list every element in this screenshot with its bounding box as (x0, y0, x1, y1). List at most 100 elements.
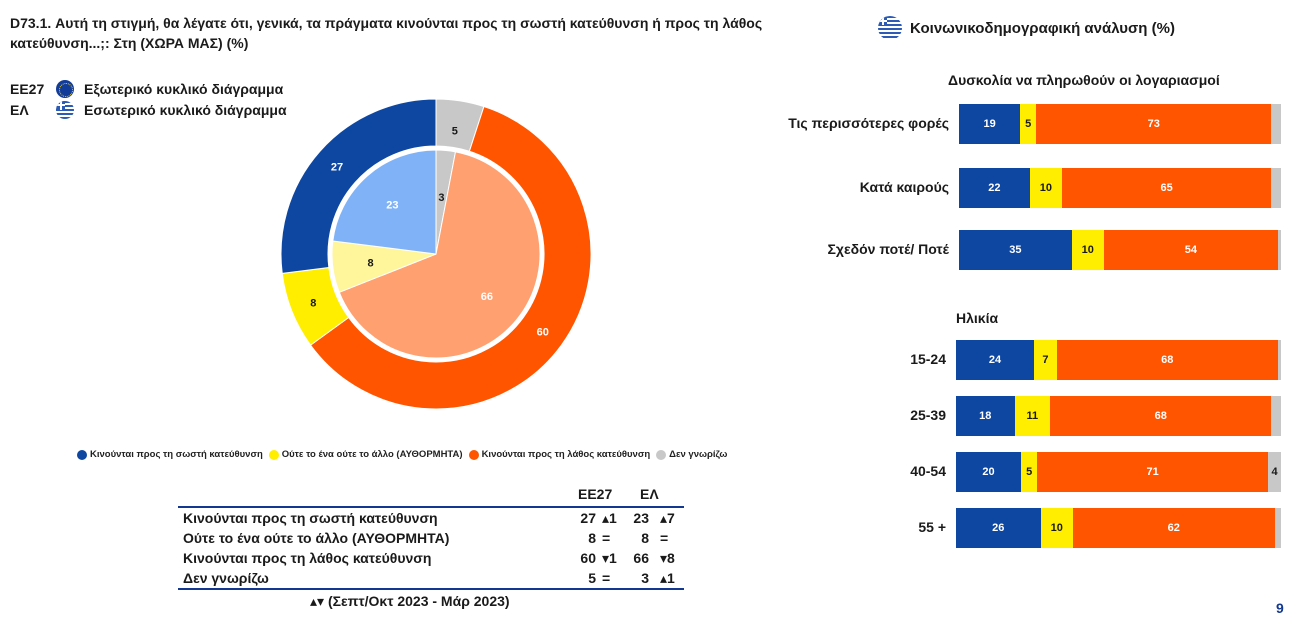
stacked-bar: 19 5 73 (959, 104, 1281, 144)
bar-segment-2: 71 (1037, 452, 1268, 492)
question-title: D73.1. Αυτή τη στιγμή, θα λέγατε ότι, γε… (10, 15, 763, 51)
breakdown-header-text: Κοινωνικοδημογραφική ανάλυση (%) (910, 19, 1175, 37)
stacked-bar: 35 10 54 (959, 230, 1281, 270)
page-number: 9 (1276, 600, 1284, 616)
age-section-title: Ηλικία (956, 310, 999, 326)
bar-segment-0: 24 (956, 340, 1034, 380)
legend-dot-dk (656, 449, 667, 460)
stacked-bar: 26 10 62 (956, 508, 1281, 548)
eu-value: 27 (580, 510, 596, 526)
stacked-bar: 18 11 68 (956, 396, 1281, 436)
bar-segment-0: 18 (956, 396, 1015, 436)
legend-item-dk: Δεν γνωρίζω (656, 449, 727, 460)
outer-slice-label-0: 27 (331, 162, 343, 174)
outer-slice-label-2: 60 (537, 327, 549, 339)
legend-label: Κινούνται προς τη σωστή κατεύθυνση (90, 449, 263, 460)
outer-slice-0 (280, 98, 437, 274)
table-row: Δεν γνωρίζω 5 = 3 ▴1 (178, 568, 684, 588)
eu-change: ▾1 (602, 550, 617, 566)
table-row: Ούτε το ένα ούτε το άλλο (ΑΥΘΟΡΜΗΤΑ) 8 = 8 = (178, 528, 684, 548)
legend-inner: ΕΛ Εσωτερικό κυκλικό διάγραμμα (10, 99, 287, 120)
eu-value: 60 (580, 550, 596, 566)
table-bottom-rule (178, 588, 684, 590)
gr-change: ▴7 (660, 510, 675, 526)
bar-segment-0: 20 (956, 452, 1021, 492)
legend-item-neither: Ούτε το ένα ούτε το άλλο (ΑΥΘΟΡΜΗΤΑ) (268, 449, 463, 460)
row-label: Δεν γνωρίζω (183, 570, 269, 586)
col-eu-header: ΕΕ27 (578, 486, 613, 502)
gr-change: = (660, 530, 669, 546)
bar-category-label: 25-39 (910, 407, 946, 423)
legend-dot-right (77, 449, 87, 460)
bar-segment-1: 11 (1014, 396, 1051, 436)
bar-segment-1: 10 (1040, 508, 1073, 548)
gr-value: 66 (633, 550, 649, 566)
greek-flag-icon (878, 16, 902, 40)
bar-segment-3 (1271, 104, 1281, 144)
eu-value: 5 (588, 570, 596, 586)
inner-slice-label-1: 8 (367, 257, 373, 269)
inner-slice-label-2: 66 (481, 291, 493, 303)
stacked-bar: 22 10 65 (959, 168, 1281, 208)
bar-segment-2: 54 (1103, 230, 1278, 270)
ring-legend: ΕΕ27 Εξωτερικό κυκλικό διάγραμμα ΕΛ Εσωτ… (10, 78, 287, 120)
change-footnote: ▴▾ (Σεπτ/Οκτ 2023 - Μάρ 2023) (310, 593, 510, 609)
eu-change: = (602, 530, 611, 546)
bar-segment-2: 68 (1056, 340, 1278, 380)
bar-segment-0: 22 (959, 168, 1030, 208)
bar-segment-3 (1277, 230, 1281, 270)
bar-category-label: Σχεδόν ποτέ/ Ποτέ (827, 241, 950, 257)
outer-slice-label-3: 5 (452, 126, 458, 138)
legend-label: Δεν γνωρίζω (669, 449, 728, 460)
gr-value: 23 (633, 510, 649, 526)
legend-item-right: Κινούνται προς τη σωστή κατεύθυνση (77, 449, 263, 460)
legend-dot-neither (268, 449, 279, 460)
legend-inner-code: ΕΛ (10, 101, 29, 118)
gr-change: ▾8 (660, 550, 675, 566)
inner-slice-2 (338, 151, 541, 359)
bar-segment-0: 19 (959, 104, 1021, 144)
bar-segment-1: 10 (1029, 168, 1063, 208)
bar-category-label: Κατά καιρούς (859, 179, 949, 195)
bar-segment-1: 5 (1020, 104, 1037, 144)
row-label: Ούτε το ένα ούτε το άλλο (ΑΥΘΟΡΜΗΤΑ) (183, 530, 450, 546)
table-header: ΕΕ27 ΕΛ (178, 486, 684, 506)
bar-segment-1: 5 (1021, 452, 1038, 492)
table-body: Κινούνται προς τη σωστή κατεύθυνση 27 ▴1 23… (178, 508, 684, 588)
table-row: Κινούνται προς τη λάθος κατεύθυνση 60 ▾1 66… (178, 548, 684, 568)
legend-dot-wrong (468, 449, 479, 460)
gr-value: 3 (641, 570, 649, 586)
legend-item-wrong: Κινούνται προς τη λάθος κατεύθυνση (468, 449, 651, 460)
outer-slice-label-1: 8 (310, 298, 316, 310)
age-bar-chart: 15-24 24 7 68 25-39 18 11 68 40-54 20 5 71 4 55 +26 10… (700, 338, 1300, 568)
legend-label: Κινούνται προς τη λάθος κατεύθυνση (481, 449, 651, 460)
gr-value: 8 (641, 530, 649, 546)
row-label: Κινούνται προς τη λάθος κατεύθυνση (183, 550, 432, 566)
breakdown-header: Κοινωνικοδημογραφική ανάλυση (%) (878, 16, 1175, 40)
row-label: Κινούνται προς τη σωστή κατεύθυνση (183, 510, 438, 526)
legend-inner-label: Εσωτερικό κυκλικό διάγραμμα (84, 101, 287, 118)
stacked-bar: 24 7 68 (956, 340, 1281, 380)
legend-outer-code: ΕΕ27 (10, 80, 45, 97)
eu-value: 8 (588, 530, 596, 546)
bar-segment-2: 65 (1062, 168, 1272, 208)
bar-category-label: 55 + (918, 519, 946, 535)
bills-section-title: Δυσκολία να πληρωθούν οι λογαριασμοί (948, 72, 1220, 88)
greek-flag-icon (56, 100, 74, 119)
bar-segment-3: 4 (1268, 452, 1281, 492)
bar-segment-2: 62 (1073, 508, 1275, 548)
bar-segment-2: 68 (1050, 396, 1272, 436)
stacked-bar: 20 5 71 4 (956, 452, 1281, 492)
inner-slice-0 (332, 149, 437, 255)
legend-label: Ούτε το ένα ούτε το άλλο (ΑΥΘΟΡΜΗΤΑ) (281, 449, 463, 460)
bar-segment-3 (1277, 340, 1281, 380)
eu-change: = (602, 570, 611, 586)
results-table: ΕΕ27 ΕΛ Κινούνται προς τη σωστή κατεύθυν… (178, 486, 684, 590)
bar-segment-3 (1271, 168, 1281, 208)
eu-flag-icon (56, 79, 74, 98)
bar-segment-0: 26 (956, 508, 1041, 548)
bar-segment-1: 7 (1034, 340, 1057, 380)
gr-change: ▴1 (660, 570, 675, 586)
legend-outer: ΕΕ27 Εξωτερικό κυκλικό διάγραμμα (10, 78, 287, 99)
bar-segment-1: 10 (1071, 230, 1104, 270)
